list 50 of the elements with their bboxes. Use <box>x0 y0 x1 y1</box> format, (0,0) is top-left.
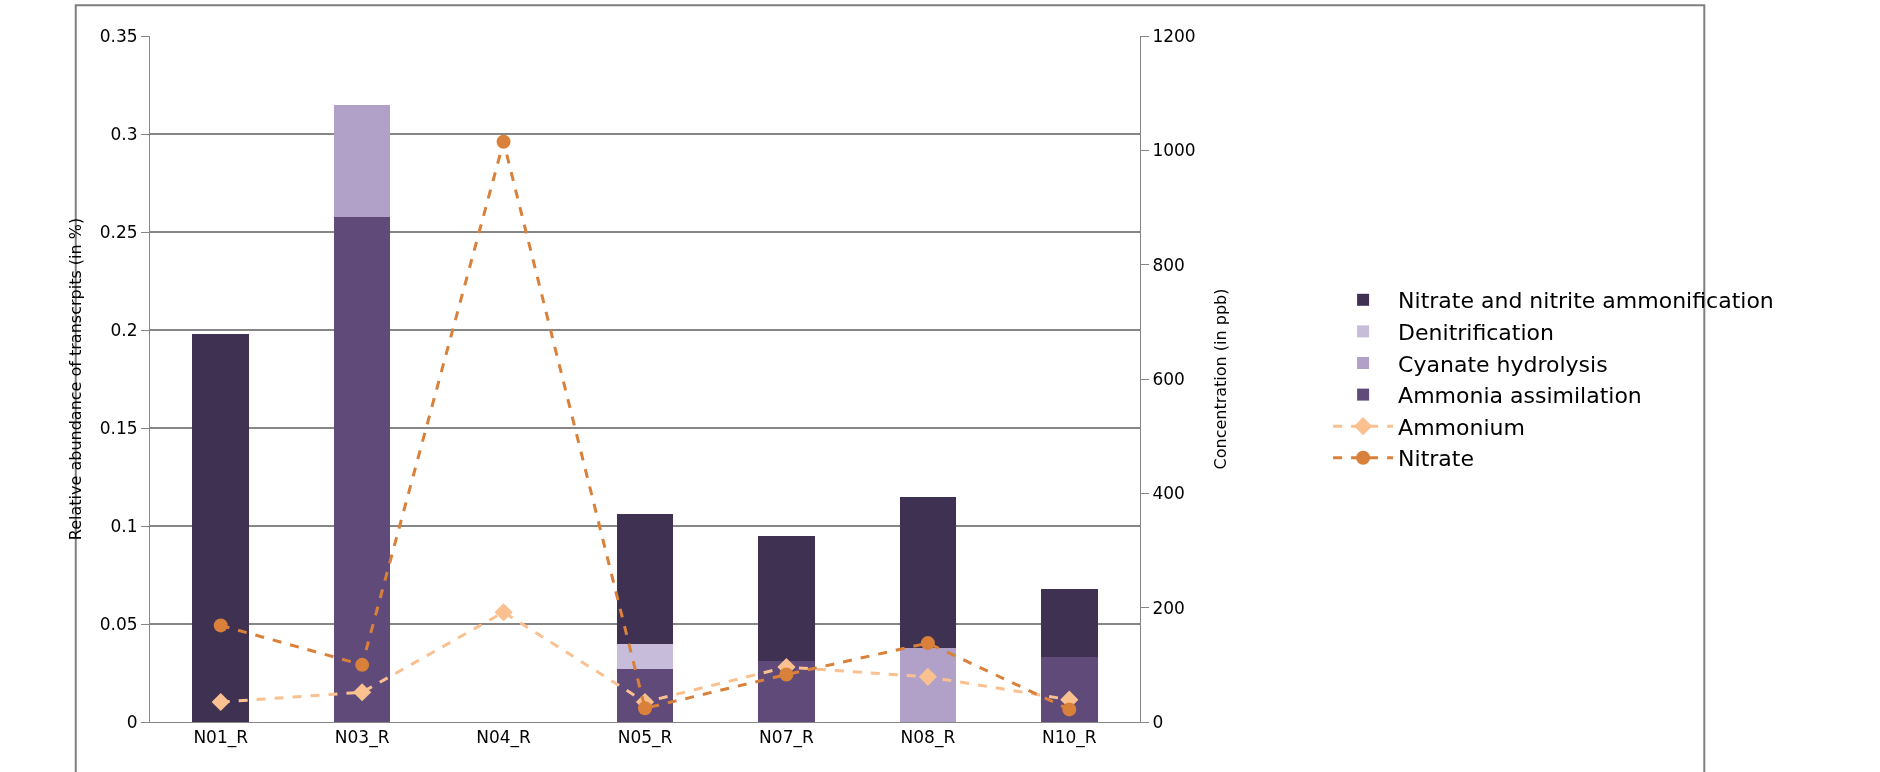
bar <box>758 535 815 662</box>
y2-tick-label: 200 <box>1152 597 1185 618</box>
point <box>779 667 794 682</box>
x-tick-label: N03_R <box>334 727 390 749</box>
point <box>496 134 511 149</box>
bar <box>192 333 249 722</box>
bar <box>333 217 391 722</box>
legend-label: Denitrification <box>1398 319 1554 345</box>
bar <box>616 643 674 670</box>
y-axis-title: Relative abundance of transcrpits (in %) <box>65 217 85 541</box>
y2-tick-label: 1200 <box>1152 25 1196 46</box>
x-tick-label: N01_R <box>193 727 249 749</box>
y2-axis-title: Concentration (in ppb) <box>1211 288 1231 470</box>
y-tick-label: 0.25 <box>99 221 138 242</box>
y2-tick-label: 400 <box>1152 483 1185 504</box>
y-tick-label: 0.1 <box>110 515 138 536</box>
bar <box>333 104 391 218</box>
legend-label: Nitrate and nitrite ammonification <box>1398 288 1774 314</box>
y2-tick-label: 600 <box>1152 368 1185 389</box>
y-tick-label: 0.3 <box>110 123 138 144</box>
y-tick-label: 0.15 <box>99 417 138 438</box>
x-tick-label: N04_R <box>476 727 532 749</box>
x-tick-label: N08_R <box>900 727 956 749</box>
point <box>920 636 935 651</box>
y-tick-label: 0.05 <box>99 613 138 634</box>
legend-label: Cyanate hydrolysis <box>1398 351 1608 377</box>
x-tick-label: N05_R <box>617 727 673 749</box>
bar <box>1041 588 1098 658</box>
point <box>213 618 228 633</box>
point <box>353 683 372 702</box>
x-tick-label: N10_R <box>1041 727 1097 749</box>
bar <box>1041 657 1098 722</box>
legend-label: Ammonium <box>1398 414 1525 440</box>
point <box>638 701 652 716</box>
y-tick-label: 0.2 <box>110 319 138 340</box>
y2-tick-label: 800 <box>1152 254 1185 275</box>
point <box>494 603 513 622</box>
point <box>355 657 370 672</box>
bar <box>616 514 674 644</box>
point <box>211 692 230 712</box>
y2-tick-label: 0 <box>1152 711 1164 732</box>
y-tick-label: 0 <box>126 711 138 732</box>
y2-tick-label: 1000 <box>1152 140 1196 161</box>
x-tick-label: N07_R <box>759 727 814 749</box>
y-tick-label: 0.35 <box>99 25 138 46</box>
point <box>1062 702 1077 717</box>
legend-label: Nitrate <box>1398 446 1474 472</box>
bar <box>899 647 957 722</box>
bar <box>899 496 957 648</box>
legend-label: Ammonia assimilation <box>1398 383 1642 409</box>
